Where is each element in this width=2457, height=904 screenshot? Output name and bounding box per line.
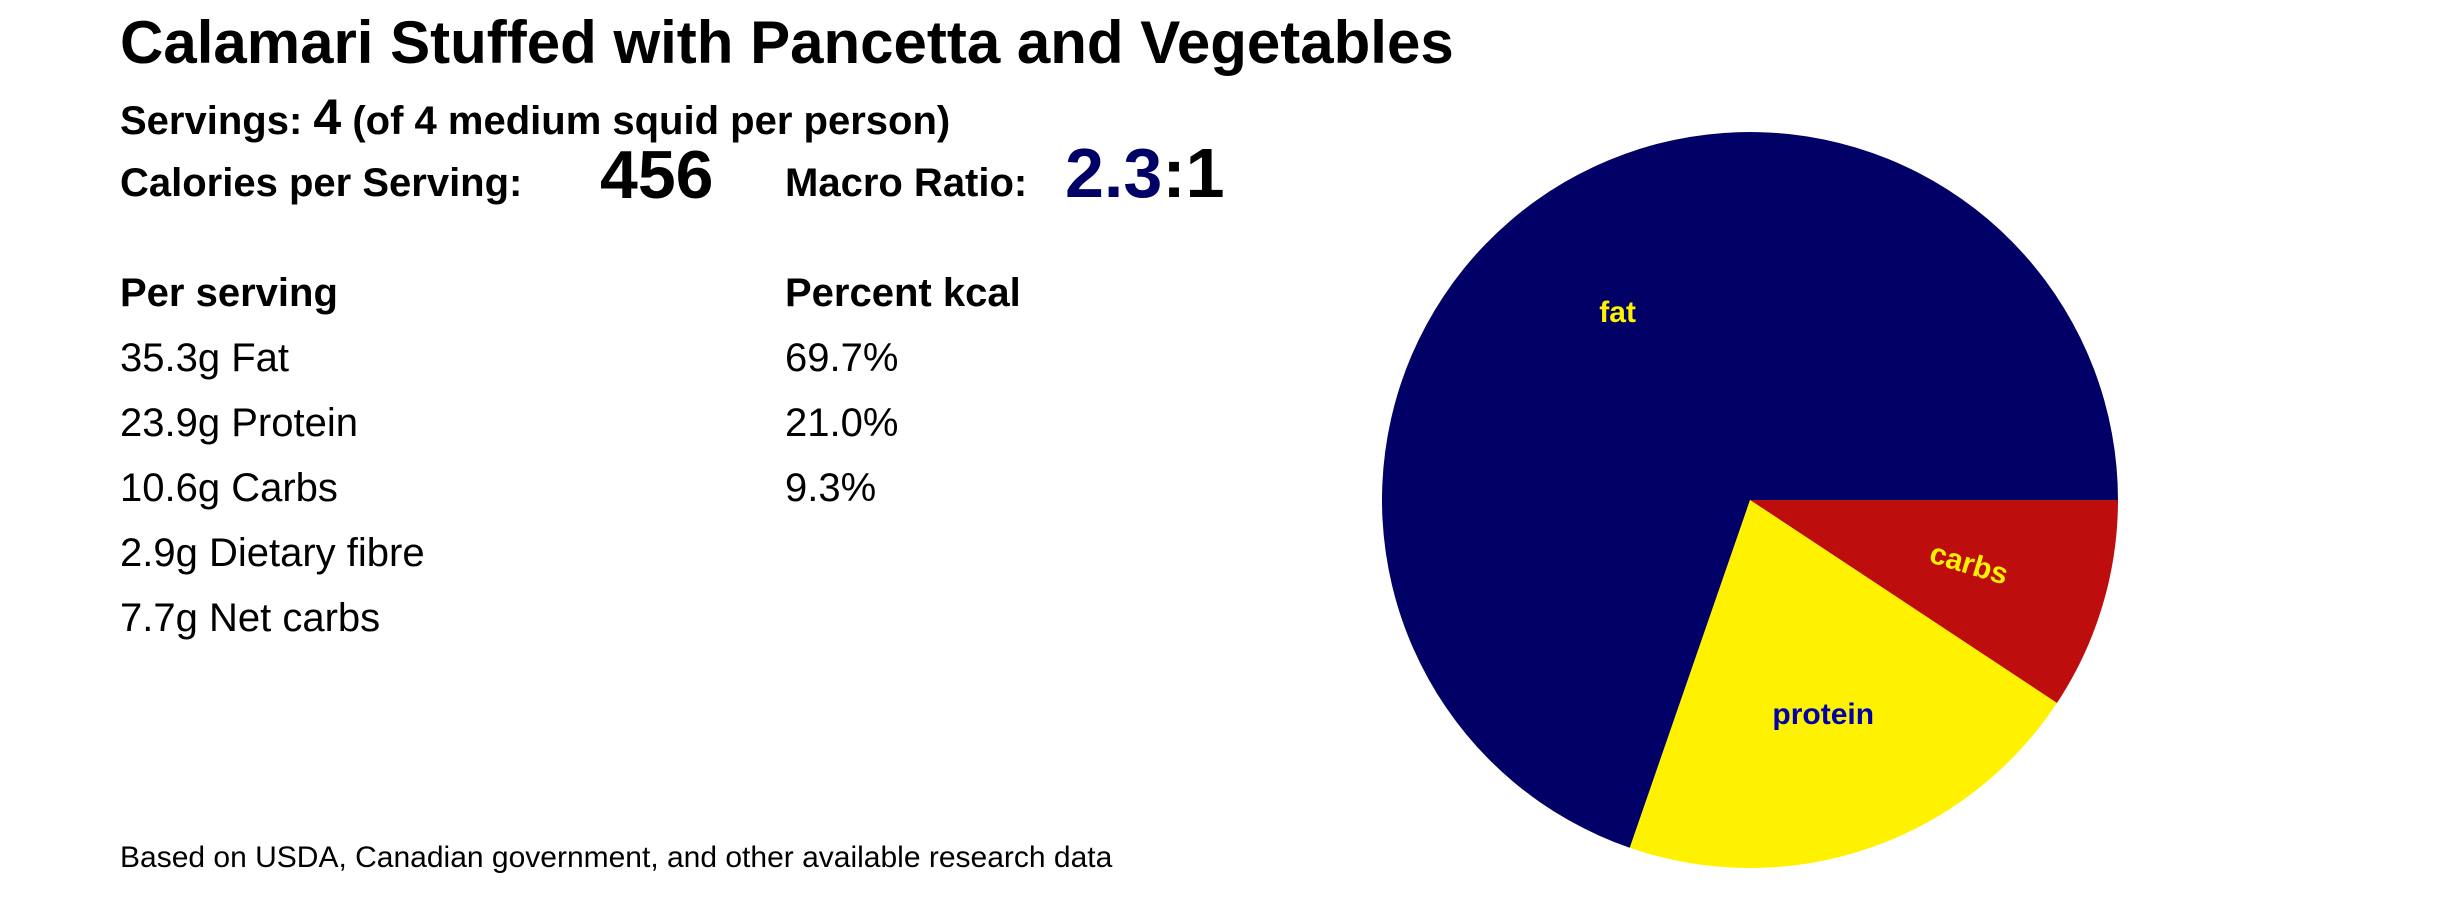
pie-slice-protein — [1629, 500, 2057, 868]
nutrient-carbs: 10.6g Carbs — [120, 466, 338, 510]
servings-value: 4 — [313, 89, 342, 145]
macro-ratio-label: Macro Ratio: — [785, 161, 1028, 205]
servings-label: Servings: — [120, 99, 303, 143]
macro-ratio-suffix: :1 — [1162, 134, 1225, 212]
pie-slice-fat — [1382, 132, 2118, 848]
source-footnote: Based on USDA, Canadian government, and … — [120, 841, 1113, 874]
page-title: Calamari Stuffed with Pancetta and Veget… — [120, 9, 1454, 76]
nutrient-net-carbs: 7.7g Net carbs — [120, 596, 381, 640]
per-serving-header: Per serving — [120, 271, 338, 315]
nutrient-protein: 23.9g Protein — [120, 401, 358, 445]
pie-label-fat: fat — [1599, 296, 1636, 329]
percent-protein: 21.0% — [785, 401, 899, 445]
pie-slice-carbs — [1750, 500, 2118, 704]
calories-label: Calories per Serving: — [120, 161, 523, 205]
pie-label-protein: protein — [1772, 698, 1874, 731]
percent-kcal-header: Percent kcal — [785, 271, 1021, 315]
nutrient-fat: 35.3g Fat — [120, 336, 290, 380]
servings-note: (of 4 medium squid per person) — [352, 99, 951, 143]
nutrient-fibre: 2.9g Dietary fibre — [120, 531, 425, 575]
servings-line: Servings: 4 (of 4 medium squid per perso… — [120, 92, 950, 146]
calories-value: 456 — [600, 137, 714, 213]
percent-fat: 69.7% — [785, 336, 899, 380]
macro-ratio-number: 2.3 — [1065, 134, 1163, 212]
percent-carbs: 9.3% — [785, 466, 877, 510]
macro-ratio-value: 2.3:1 — [1065, 133, 1225, 213]
